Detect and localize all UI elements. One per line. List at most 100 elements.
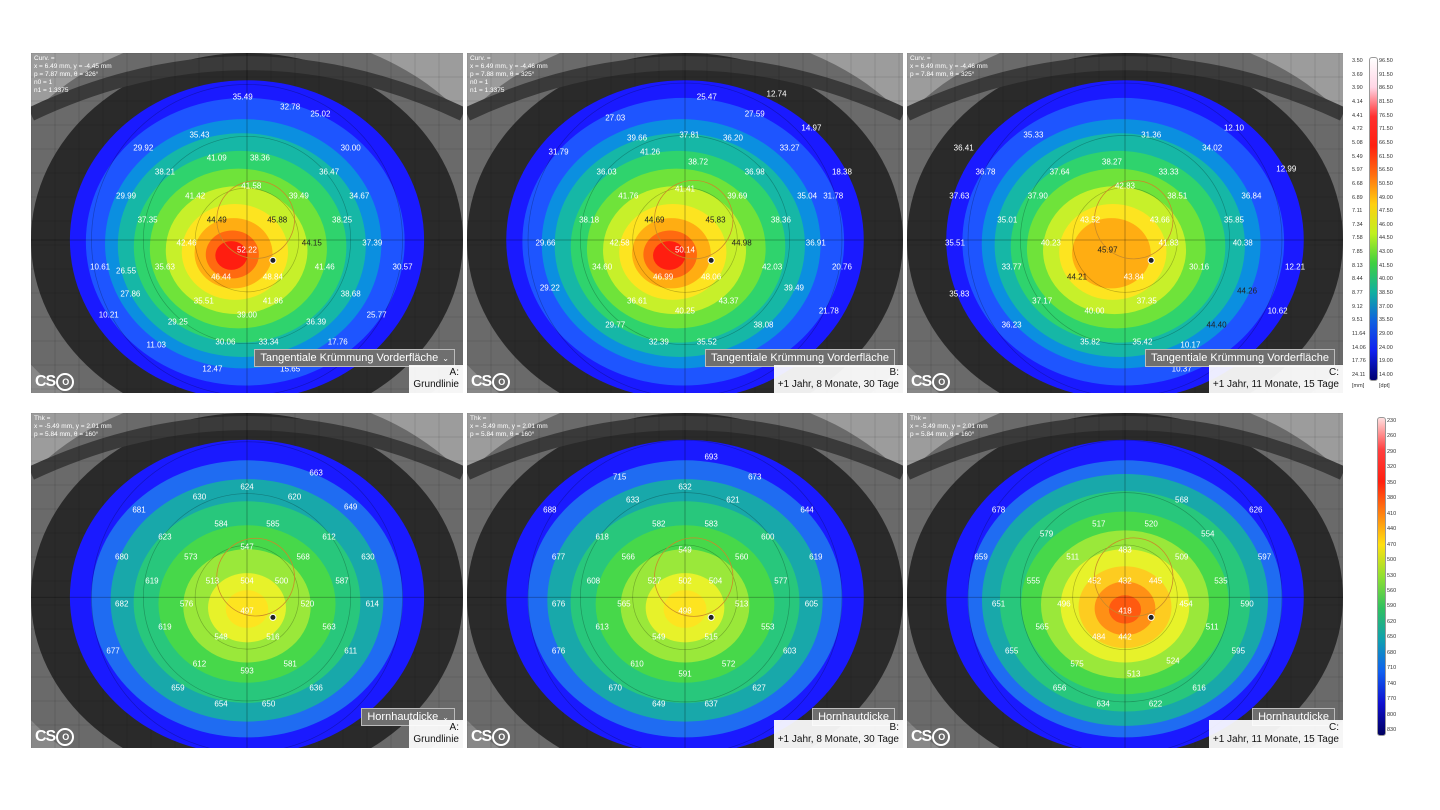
map-value-label: 452 [1087, 576, 1102, 585]
map-value-label: 33.77 [1001, 262, 1022, 272]
cursor-readout: Thk = x = -5.49 mm, y = 2.01 mm p = 5.84 m… [910, 415, 988, 439]
cursor-readout-line: x = 6.49 mm, y = -4.45 mm [34, 63, 112, 70]
map-value-label: 637 [704, 699, 718, 709]
map-value-label: 584 [214, 519, 228, 529]
scale-value-label: 56.50 [1379, 167, 1393, 174]
map-value-label: 14.97 [801, 123, 822, 133]
cursor-readout-line: Thk = [470, 415, 487, 422]
map-value-label: 10.21 [98, 310, 119, 320]
map-value-label: 553 [761, 622, 775, 632]
map-type-label: Tangentiale Krümmung Vorderfläche [705, 349, 895, 367]
map-value-label: 42.58 [609, 238, 630, 248]
map-value-label: 42.03 [762, 262, 783, 272]
map-value-label: 44.21 [1067, 272, 1088, 282]
map-value-label: 34.67 [349, 191, 370, 201]
map-value-label: 42.46 [176, 238, 197, 248]
thickness-map-panel[interactable]: Thk = x = -5.49 mm, y = 2.01 mm p = 5.84 m… [467, 413, 903, 748]
curvature-map-panel[interactable]: Curv. = x = 6.49 mm, y = -4.46 mm p = 7.88… [467, 53, 903, 393]
curvature-map-panel[interactable]: Curv. = x = 6.49 mm, y = -4.45 mm p = 7.87… [31, 53, 463, 393]
map-value-label: 36.47 [319, 167, 340, 177]
map-value-label: 618 [595, 532, 609, 542]
visit-label-box: A: Grundlinie [409, 365, 463, 393]
map-value-label: 563 [322, 622, 336, 632]
map-value-label: 619 [809, 552, 823, 562]
scale-value-label: 49.00 [1379, 194, 1393, 201]
visit-letter: C: [1329, 367, 1339, 378]
map-value-label: 46.44 [211, 272, 232, 282]
chevron-down-icon[interactable]: ⌄ [442, 713, 449, 722]
map-value-label: 45.83 [705, 215, 726, 225]
map-value-label: 676 [551, 646, 566, 656]
map-value-label: 10.61 [90, 262, 111, 272]
map-value-label: 650 [261, 699, 276, 709]
cursor-readout-line: Curv. = [910, 55, 931, 62]
map-value-label: 10.17 [1180, 340, 1201, 350]
map-value-label: 37.90 [1027, 191, 1048, 201]
scale-value-label: 24.00 [1379, 344, 1393, 351]
scale-mm-label: 8.13 [1352, 262, 1363, 269]
map-value-label: 31.36 [1141, 130, 1162, 140]
map-value-label: 40.38 [1232, 238, 1253, 248]
scale-value-label: 61.50 [1379, 153, 1393, 160]
thickness-map-panel[interactable]: Thk = x = -5.49 mm, y = 2.01 mm p = 5.84 m… [31, 413, 463, 748]
cursor-readout: Curv. = x = 6.49 mm, y = -4.45 mm p = 7.87… [34, 55, 112, 95]
map-value-label: 43.52 [1080, 215, 1101, 225]
map-value-label: 38.21 [154, 167, 175, 177]
map-value-label: 565 [1035, 622, 1049, 632]
cso-logo: CS O [911, 372, 951, 391]
map-value-label: 619 [158, 622, 172, 632]
map-value-label: 41.26 [640, 147, 661, 157]
map-value-label: 656 [1052, 683, 1067, 693]
map-value-label: 44.26 [1237, 286, 1258, 296]
map-value-label: 41.83 [1158, 238, 1179, 248]
cursor-readout-line: Curv. = [470, 55, 491, 62]
map-value-label: 673 [748, 472, 762, 482]
map-type-text: Tangentiale Krümmung Vorderfläche [711, 352, 889, 364]
cursor-readout-line: p = 7.84 mm, θ = 325° [910, 71, 975, 78]
map-value-label: 31.78 [823, 191, 844, 201]
map-value-label: 36.39 [306, 317, 327, 327]
visit-letter: B: [889, 722, 899, 733]
scale-value-label: 71.50 [1379, 126, 1393, 133]
curvature-map-panel[interactable]: Curv. = x = 6.49 mm, y = -4.46 mm p = 7.84… [907, 53, 1343, 393]
logo-text: CS [911, 373, 932, 390]
cursor-readout: Curv. = x = 6.49 mm, y = -4.46 mm p = 7.88… [470, 55, 548, 95]
scale-value-label: 800 [1387, 711, 1397, 718]
map-value-label: 33.34 [258, 337, 279, 347]
map-value-label: 621 [726, 495, 740, 505]
map-value-label: 663 [309, 468, 323, 478]
cso-logo: CS O [471, 372, 511, 391]
scale-value-label: 76.50 [1379, 112, 1393, 119]
cursor-readout-line: x = 6.49 mm, y = -4.46 mm [470, 63, 548, 70]
map-value-label: 614 [365, 599, 379, 609]
map-value-label: 30.57 [392, 262, 413, 272]
logo-text: CS [471, 728, 492, 745]
map-value-label: 33.27 [779, 143, 800, 153]
map-value-label: 50.14 [674, 245, 696, 255]
scale-value-label: 47.50 [1379, 208, 1393, 215]
scale-mm-label: 3.69 [1352, 71, 1363, 78]
chevron-down-icon[interactable]: ⌄ [442, 354, 449, 363]
map-value-label: 39.66 [627, 133, 648, 143]
map-value-label: 38.18 [579, 215, 600, 225]
scale-mm-label: 8.77 [1352, 290, 1363, 297]
map-value-label: 634 [1096, 699, 1110, 709]
map-value-label: 581 [283, 659, 297, 669]
map-value-label: 623 [158, 532, 172, 542]
visit-letter: C: [1329, 722, 1339, 733]
scale-value-label: 44.50 [1379, 235, 1393, 242]
map-value-label: 38.68 [340, 289, 361, 299]
map-value-label: 44.98 [731, 238, 752, 248]
scale-value-label: 50.50 [1379, 180, 1393, 187]
map-value-label: 41.46 [314, 262, 335, 272]
scale-mm-label: 6.68 [1352, 180, 1363, 187]
map-type-dropdown[interactable]: Tangentiale Krümmung Vorderfläche ⌄ [254, 349, 455, 367]
scale-value-label: 14.00 [1379, 372, 1393, 378]
scale-mm-label: 7.58 [1352, 235, 1363, 242]
map-value-label: 48.06 [701, 272, 722, 282]
map-value-label: 693 [704, 452, 718, 462]
map-value-label: 620 [287, 492, 302, 502]
scale-value-label: 830 [1387, 727, 1397, 733]
thickness-map-panel[interactable]: Thk = x = -5.49 mm, y = 2.01 mm p = 5.84 m… [907, 413, 1343, 748]
scale-value-label: 37.00 [1379, 303, 1393, 310]
